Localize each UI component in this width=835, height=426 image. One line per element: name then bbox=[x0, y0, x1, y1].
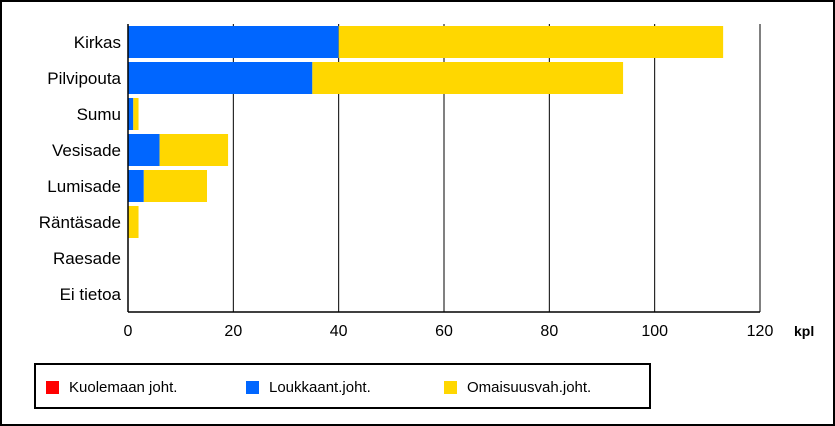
x-tick-label-6: 120 bbox=[747, 323, 774, 340]
legend-label-kuolemaan: Kuolemaan joht. bbox=[69, 378, 178, 396]
category-label-3: Vesisade bbox=[52, 141, 121, 160]
category-label-6: Raesade bbox=[53, 249, 121, 268]
bar-2-series-2 bbox=[133, 98, 139, 130]
bar-3-series-1 bbox=[128, 134, 160, 166]
bar-1-series-2 bbox=[312, 62, 624, 94]
category-label-7: Ei tietoa bbox=[60, 285, 122, 304]
bar-5-series-2 bbox=[128, 206, 139, 238]
legend-label-omaisuusvah: Omaisuusvah.joht. bbox=[467, 378, 592, 396]
x-tick-label-2: 40 bbox=[330, 323, 348, 340]
x-tick-label-0: 0 bbox=[124, 323, 133, 340]
legend-item-loukkaant: Loukkaant.joht. bbox=[246, 378, 371, 396]
x-tick-label-5: 100 bbox=[641, 323, 668, 340]
category-label-0: Kirkas bbox=[74, 33, 121, 52]
category-label-2: Sumu bbox=[77, 105, 121, 124]
category-label-1: Pilvipouta bbox=[47, 69, 121, 88]
legend-swatch-omaisuusvah bbox=[444, 380, 457, 394]
bar-0-series-2 bbox=[338, 26, 724, 58]
legend-label-loukkaant: Loukkaant.joht. bbox=[269, 378, 371, 396]
bar-0-series-1 bbox=[128, 26, 339, 58]
plot-area: Kirkas Pilvipouta Sumu Vesisade Lumisade Ränt… bbox=[39, 24, 774, 340]
legend-item-omaisuusvah: Omaisuusvah.joht. bbox=[444, 378, 591, 396]
legend-swatch-loukkaant bbox=[246, 380, 259, 394]
legend-swatch-kuolemaan bbox=[46, 380, 59, 394]
category-label-5: Räntäsade bbox=[39, 213, 121, 232]
bar-2-series-1 bbox=[128, 98, 134, 130]
legend-item-kuolemaan: Kuolemaan joht. bbox=[46, 378, 177, 396]
legend: Kuolemaan joht. Loukkaant.joht. Omaisuus… bbox=[34, 363, 651, 409]
bar-4-series-1 bbox=[128, 170, 144, 202]
category-label-4: Lumisade bbox=[47, 177, 121, 196]
bar-1-series-1 bbox=[128, 62, 313, 94]
bar-4-series-2 bbox=[143, 170, 207, 202]
x-tick-label-1: 20 bbox=[224, 323, 242, 340]
x-tick-label-3: 60 bbox=[435, 323, 453, 340]
x-axis-unit-label: kpl bbox=[794, 323, 814, 339]
x-tick-label-4: 80 bbox=[540, 323, 558, 340]
bar-3-series-2 bbox=[159, 134, 229, 166]
